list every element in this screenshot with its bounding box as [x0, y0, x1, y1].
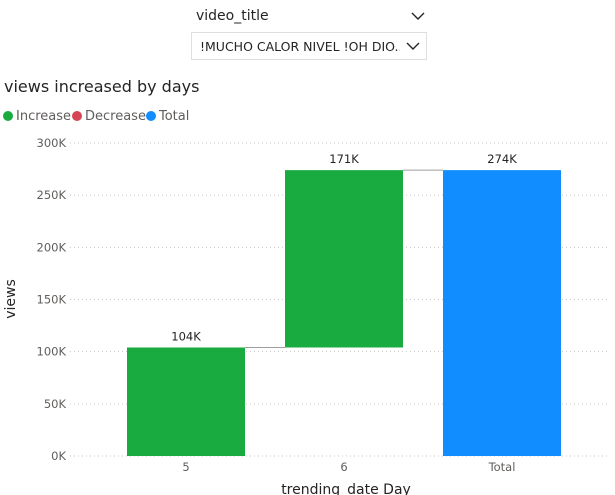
y-tick-label: 50K	[44, 397, 67, 411]
legend-swatch-decrease	[72, 111, 82, 121]
y-tick-label: 200K	[37, 240, 67, 254]
y-tick-label: 300K	[37, 136, 67, 150]
legend-item-increase[interactable]: Increase	[3, 109, 71, 124]
x-axis-title: trending_date Day	[281, 482, 411, 495]
y-tick-label: 0K	[51, 449, 66, 463]
legend-item-total[interactable]: Total	[146, 109, 189, 124]
data-label: 104K	[171, 329, 201, 343]
y-tick-label: 100K	[37, 345, 67, 359]
slicer-title: video_title	[196, 8, 269, 24]
chevron-down-icon	[406, 42, 420, 50]
y-tick-label: 150K	[37, 293, 67, 307]
chevron-down-icon[interactable]	[410, 10, 426, 22]
y-axis-title: views	[3, 279, 19, 319]
legend-label-decrease: Decrease	[85, 109, 146, 124]
y-tick-label: 250K	[37, 188, 67, 202]
bar-5	[127, 347, 245, 456]
legend-swatch-increase	[3, 111, 13, 121]
legend-item-decrease[interactable]: Decrease	[72, 109, 146, 124]
chart-title: views increased by days	[4, 77, 200, 96]
bar-6	[285, 170, 403, 348]
legend-label-increase: Increase	[16, 109, 72, 124]
legend-label-total: Total	[159, 109, 190, 124]
x-tick-label: 5	[182, 460, 189, 474]
x-tick-label: 6	[340, 460, 347, 474]
video-title-dropdown[interactable]: !MUCHO CALOR NIVEL !OH DIO...	[191, 32, 427, 60]
slicer-selected-value: !MUCHO CALOR NIVEL !OH DIO...	[200, 39, 400, 54]
x-tick-label: Total	[488, 460, 516, 474]
legend-swatch-total	[146, 111, 156, 121]
bar-total	[443, 170, 561, 457]
data-label: 274K	[487, 152, 517, 166]
data-label: 171K	[329, 152, 359, 166]
